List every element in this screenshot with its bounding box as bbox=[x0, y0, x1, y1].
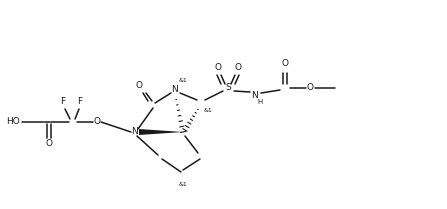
Text: O: O bbox=[215, 62, 222, 71]
Text: &1: &1 bbox=[204, 108, 212, 113]
Text: F: F bbox=[77, 97, 83, 106]
Text: O: O bbox=[235, 62, 241, 71]
Text: N: N bbox=[172, 85, 178, 94]
Text: O: O bbox=[46, 139, 52, 149]
Text: S: S bbox=[225, 84, 231, 93]
Text: O: O bbox=[135, 80, 143, 89]
Text: H: H bbox=[257, 99, 263, 105]
Text: O: O bbox=[93, 117, 101, 126]
Text: N: N bbox=[131, 127, 139, 136]
Text: HO: HO bbox=[6, 117, 20, 126]
Text: O: O bbox=[307, 84, 313, 93]
Text: &1: &1 bbox=[179, 78, 187, 83]
Polygon shape bbox=[139, 129, 183, 135]
Text: &1: &1 bbox=[179, 181, 187, 186]
Text: N: N bbox=[252, 90, 258, 99]
Text: O: O bbox=[282, 60, 288, 69]
Text: F: F bbox=[60, 97, 66, 106]
